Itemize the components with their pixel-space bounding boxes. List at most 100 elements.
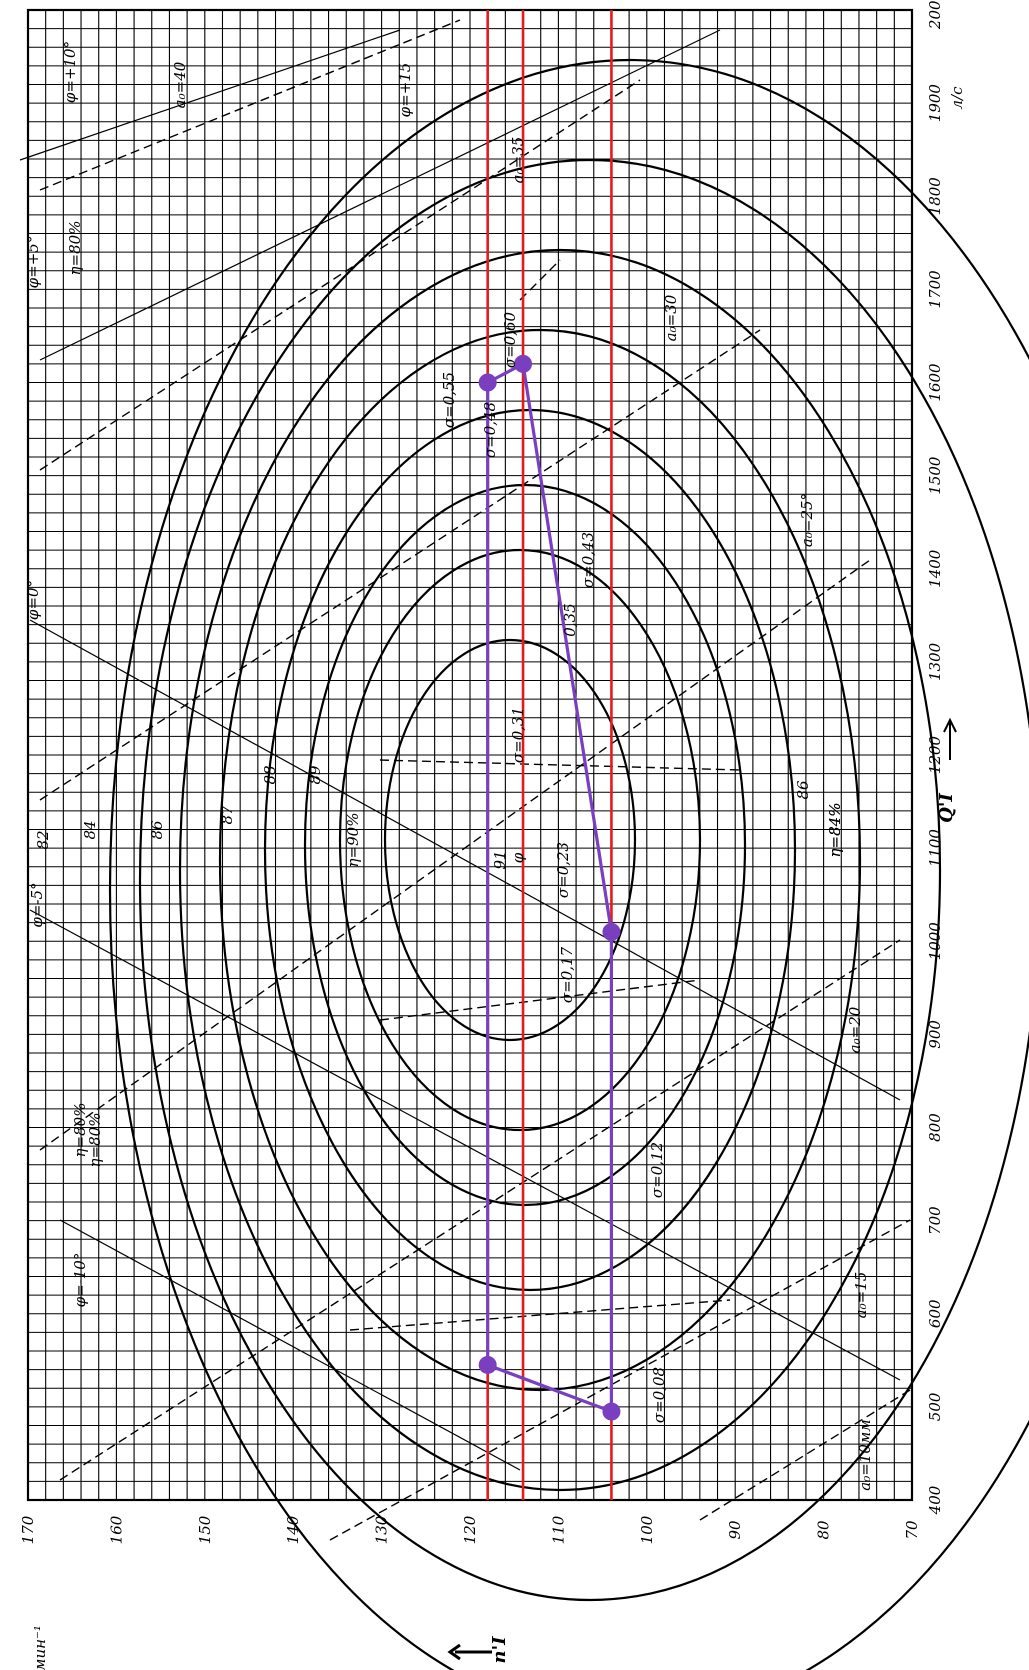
curve-annotation: σ=0,08 [650,1367,668,1423]
operating-point [602,922,621,941]
efficiency-contour-84 [139,159,1029,1601]
chart-grid [26,8,914,1502]
x-tick-label: 1800 [926,177,944,216]
opening-line-a0-30 [39,329,761,801]
x-tick-label: 1300 [926,642,944,681]
y-tick-label: 70 [903,1520,921,1540]
curve-annotation: 0,35 [561,603,579,636]
y-tick-label: 110 [549,1515,567,1544]
efficiency-label: η=90% [344,813,362,868]
blade-line-phi-minus-5 [29,909,901,1381]
curve-annotation: φ=-5° [28,882,46,927]
curve-annotation: a₀=25° [798,493,816,547]
operating-point [602,1402,621,1421]
curve-annotation: φ=+15 [396,63,414,118]
curve-annotation: φ=-10° [71,1253,89,1308]
opening-line-a0-40 [39,19,461,191]
efficiency-label: η=80% [86,1113,104,1168]
x-tick-label: 1600 [926,363,944,402]
curve-annotation: η=80% [71,1103,89,1158]
y-tick-label: 160 [107,1515,125,1544]
operating-zone [478,354,621,1421]
efficiency-label: 86 [148,820,166,840]
curve-annotation: φ=0° [24,580,42,620]
curve-annotation: 86 [794,780,812,800]
curve-annotation: a₀=35 [509,137,527,184]
x-tick-label: 500 [926,1392,944,1421]
x-tick-label: 800 [926,1113,944,1142]
x-tick-label: 1100 [926,829,944,868]
curve-annotation: σ=0,17 [558,946,576,1003]
curve-annotation: σ=0,43 [579,532,597,588]
blade-line-phi-0 [29,619,901,1101]
operating-zone-outline [486,361,613,1414]
x-tick-label: 900 [926,1020,944,1049]
y-tick-label: 170 [19,1515,37,1544]
curve-annotation: η=80% [66,221,84,276]
x-axis-arrow-icon [943,717,957,760]
curve-annotation: a₀=10мм [856,1419,874,1490]
curve-annotation: σ=0,12 [648,1142,666,1198]
x-axis-unit: л/с [948,86,966,110]
y-tick-label: 130 [373,1515,391,1544]
opening-line-a0-20 [59,939,901,1481]
efficiency-contour-87 [218,328,862,1392]
y-tick-label: 140 [284,1515,302,1544]
blade-line-phi-plus-5 [39,29,721,361]
x-axis-title: Q'I [936,793,957,823]
curve-annotation: σ=0,60 [501,311,519,368]
curve-annotation: a₀=15 [852,1272,870,1319]
operating-point [514,354,533,373]
axes: Q'I л/с n'I мин⁻¹ 4005006007008009001000… [19,0,966,1670]
y-axis-unit: мин⁻¹ [31,1625,49,1670]
y-tick-label: 100 [638,1515,656,1544]
operating-point [478,373,497,392]
y-tick-label: 80 [815,1520,833,1540]
curve-annotation: σ=0,55 [440,372,458,428]
efficiency-label: η=84% [826,803,844,858]
sigma-line-0-60 [519,259,561,301]
efficiency-contour-90 [338,548,702,1132]
curve-annotation: a₀=20 [846,1006,864,1053]
curve-annotation: φ=+5° [24,236,42,289]
y-axis-arrow-icon [447,1643,492,1661]
x-tick-label: 1400 [926,549,944,588]
operating-point [478,1355,497,1374]
sigma-line-0-17 [379,979,701,1021]
efficiency-label: 88 [261,765,279,784]
x-tick-label: 1500 [926,456,944,495]
sigma-line-0-08 [349,1299,731,1331]
x-tick-label: 700 [926,1206,944,1235]
y-tick-label: 150 [196,1515,214,1544]
efficiency-contour-82 [109,59,1029,1670]
x-tick-label: 1000 [926,922,944,961]
curve-annotation: σ=0,48 [481,402,499,458]
x-tick-label: 600 [926,1299,944,1328]
blade-line-phi-plus-10 [19,29,401,161]
y-tick-label: 90 [726,1520,744,1540]
curve-annotation: η=84% [826,803,844,858]
x-tick-label: 400 [926,1485,944,1515]
opening-line-a0-35 [39,79,641,471]
curve-annotation: σ=0,23 [554,842,572,898]
efficiency-label: 89 [306,765,324,785]
efficiency-label: 82 [34,830,52,849]
curve-annotation: σ=0,31 [509,707,527,763]
blade-line-phi-minus-10 [59,1219,521,1471]
curve-annotations: φ=+10° a₀=40 φ=+15 a₀=35 η=80% φ=+5° a₀=30 σ=0,… [24,41,874,1491]
x-tick-label: 1900 [926,84,944,123]
efficiency-contour-86 [178,248,942,1492]
curve-annotation: φ [509,852,527,863]
y-axis-title: n'I [489,1636,510,1664]
opening-line-a0-15 [329,1219,911,1541]
curve-annotation: φ=+10° [61,41,79,103]
efficiency-label: 91 [491,850,509,869]
x-tick-label: 1700 [926,270,944,309]
characteristic-curves [19,19,1029,1670]
x-tick-label: 1200 [926,735,944,774]
efficiency-contour-89 [303,483,747,1207]
curve-annotation: a₀=30 [662,294,680,341]
x-tick-label: 2000 [926,0,944,30]
efficiency-contour-91 [383,638,637,1042]
